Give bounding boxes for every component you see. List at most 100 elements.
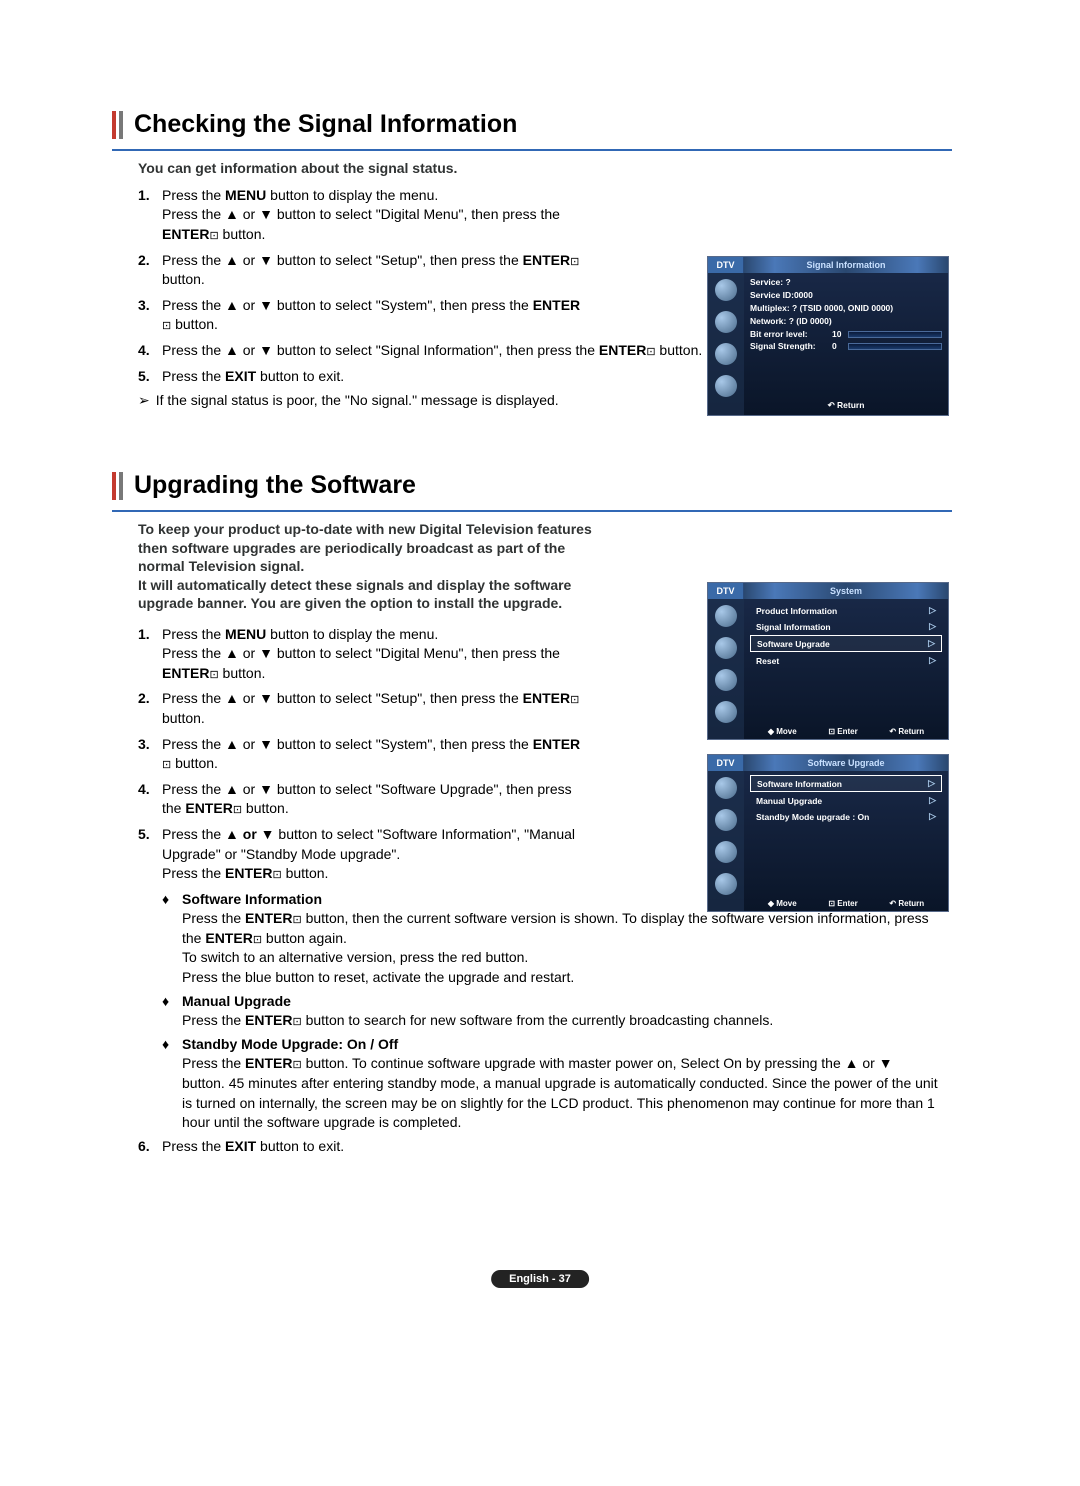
note-text: If the signal status is poor, the "No si… [156, 392, 559, 408]
tv-menu-item: Signal Information ▷ [750, 619, 942, 634]
tv-main: Service: ? Service ID:0000 Multiplex: ? … [744, 273, 948, 415]
tv-bar-label: Signal Strength: [750, 341, 832, 351]
section-intro: You can get information about the signal… [138, 159, 598, 178]
page-number: English - 37 [491, 1270, 589, 1288]
tv-info-line: Network: ? (ID 0000) [750, 316, 942, 326]
tv-menu-label: Reset [756, 656, 779, 666]
tv-icon [715, 311, 737, 333]
step-num: 5. [138, 825, 162, 884]
step: 5.Press the ▲ or ▼ button to select "Sof… [138, 825, 588, 884]
tv-footer-item: ⊡ Enter [828, 727, 857, 736]
step-num: 3. [138, 296, 162, 335]
header-underline [112, 149, 952, 151]
step-list: 1.Press the MENU button to display the m… [138, 625, 588, 884]
tv-footer-item: ◆ Move [768, 727, 797, 736]
tv-icon [715, 777, 737, 799]
section-title: Upgrading the Software [134, 471, 416, 500]
step-num: 2. [138, 689, 162, 728]
step-text: Press the ▲ or ▼ button to select "Setup… [162, 689, 588, 728]
note-icon: ➢ [138, 392, 150, 409]
chevron-right-icon: ▷ [929, 655, 936, 666]
step: 3.Press the ▲ or ▼ button to select "Sys… [138, 735, 588, 774]
sub-item: ♦Standby Mode Upgrade: On / OffPress the… [162, 1035, 938, 1133]
tv-dtv-label: DTV [708, 755, 744, 771]
tv-menu-item: Software Upgrade ▷ [750, 635, 942, 652]
sub-list: ♦ Software Information Press the ENTER⊡ bu… [138, 890, 938, 1157]
tv-bar-row: Bit error level: 10 [750, 329, 942, 339]
tv-sidebar [708, 599, 744, 739]
step-text: Press the ▲ or ▼ button to select "Syste… [162, 296, 588, 335]
step-text: Press the ▲ or ▼ button to select "Syste… [162, 735, 588, 774]
step-text: Press the ▲ or ▼ button to select "Setup… [162, 251, 588, 290]
tv-bar [848, 343, 942, 350]
tv-title: Signal Information [744, 257, 948, 273]
tv-icon [715, 669, 737, 691]
tv-main: Product Information▷Signal Information▷S… [744, 599, 948, 739]
tv-footer-item: ⊡ Enter [828, 899, 857, 908]
tv-menu-item: Manual Upgrade▷ [750, 793, 942, 808]
tv-icon [715, 841, 737, 863]
bullet-icon: ♦ [162, 992, 182, 1031]
step: 2.Press the ▲ or ▼ button to select "Set… [138, 251, 588, 290]
step-num: 2. [138, 251, 162, 290]
step-text: Press the MENU button to display the men… [162, 186, 588, 245]
sub-item: ♦Manual UpgradePress the ENTER⊡ button t… [162, 992, 938, 1031]
chevron-right-icon: ▷ [929, 795, 936, 806]
tv-dtv-label: DTV [708, 257, 744, 273]
tv-main: Software Information▷Manual Upgrade▷Stan… [744, 771, 948, 911]
header-bar-icon [112, 472, 126, 500]
chevron-right-icon: ▷ [928, 638, 935, 649]
tv-menu-label: Software Upgrade [757, 639, 830, 649]
tv-bar-val: 10 [832, 329, 848, 339]
tv-menu-label: Product Information [756, 606, 837, 616]
chevron-right-icon: ▷ [929, 811, 936, 822]
chevron-right-icon: ▷ [928, 778, 935, 789]
tv-footer-item: ↶ Return [889, 727, 924, 736]
section-header: Checking the Signal Information [112, 110, 952, 139]
step-num: 1. [138, 625, 162, 684]
section-intro: To keep your product up-to-date with new… [138, 520, 598, 612]
tv-bar [848, 331, 942, 338]
header-underline [112, 510, 952, 512]
tv-icon [715, 279, 737, 301]
step-list: 1.Press the MENU button to display the m… [138, 186, 588, 335]
tv-info-line: Service: ? [750, 277, 942, 287]
tv-screenshot-signal-info: DTV Signal Information Service: ? Servic… [707, 256, 949, 416]
step-num: 1. [138, 186, 162, 245]
tv-menu-item: Standby Mode upgrade : On▷ [750, 809, 942, 824]
tv-footer: ◆ Move ⊡ Enter ↶ Return [744, 727, 948, 736]
tv-bar-row: Signal Strength: 0 [750, 341, 942, 351]
sub-body: Press the ENTER⊡ button to search for ne… [182, 1012, 773, 1028]
step: 1.Press the MENU button to display the m… [138, 186, 588, 245]
tv-sidebar [708, 771, 744, 911]
sub-title: Standby Mode Upgrade: On / Off [182, 1036, 398, 1052]
sub-body: Press the ENTER⊡ button. To continue sof… [182, 1055, 938, 1130]
tv-icon [715, 343, 737, 365]
step: 6.Press the EXIT button to exit. [138, 1137, 938, 1157]
tv-icon [715, 605, 737, 627]
sub-title: Software Information [182, 891, 322, 907]
chevron-right-icon: ▷ [929, 621, 936, 632]
step-text: Press the ▲ or ▼ button to select "Softw… [162, 825, 588, 884]
section-header: Upgrading the Software [112, 471, 952, 500]
tv-footer-item: ↶ Return [889, 899, 924, 908]
tv-screenshot-system: DTV System Product Information▷Signal In… [707, 582, 949, 740]
step: 1.Press the MENU button to display the m… [138, 625, 588, 684]
tv-dtv-label: DTV [708, 583, 744, 599]
tv-bar-label: Bit error level: [750, 329, 832, 339]
step-num: 4. [138, 341, 162, 361]
tv-menu-label: Signal Information [756, 622, 831, 632]
step-num: 6. [138, 1137, 162, 1157]
section-title: Checking the Signal Information [134, 110, 517, 139]
chevron-right-icon: ▷ [929, 605, 936, 616]
tv-footer: ◆ Move ⊡ Enter ↶ Return [744, 899, 948, 908]
tv-icon [715, 637, 737, 659]
step: 3.Press the ▲ or ▼ button to select "Sys… [138, 296, 588, 335]
tv-footer-item: ◆ Move [768, 899, 797, 908]
tv-info-line: Service ID:0000 [750, 290, 942, 300]
step: 4.Press the ▲ or ▼ button to select "Sof… [138, 780, 588, 819]
step-text: Press the ▲ or ▼ button to select "Softw… [162, 780, 588, 819]
tv-menu-item: Product Information ▷ [750, 603, 942, 618]
tv-return: ↶ Return [744, 400, 948, 411]
tv-menu-item: Software Information▷ [750, 775, 942, 792]
